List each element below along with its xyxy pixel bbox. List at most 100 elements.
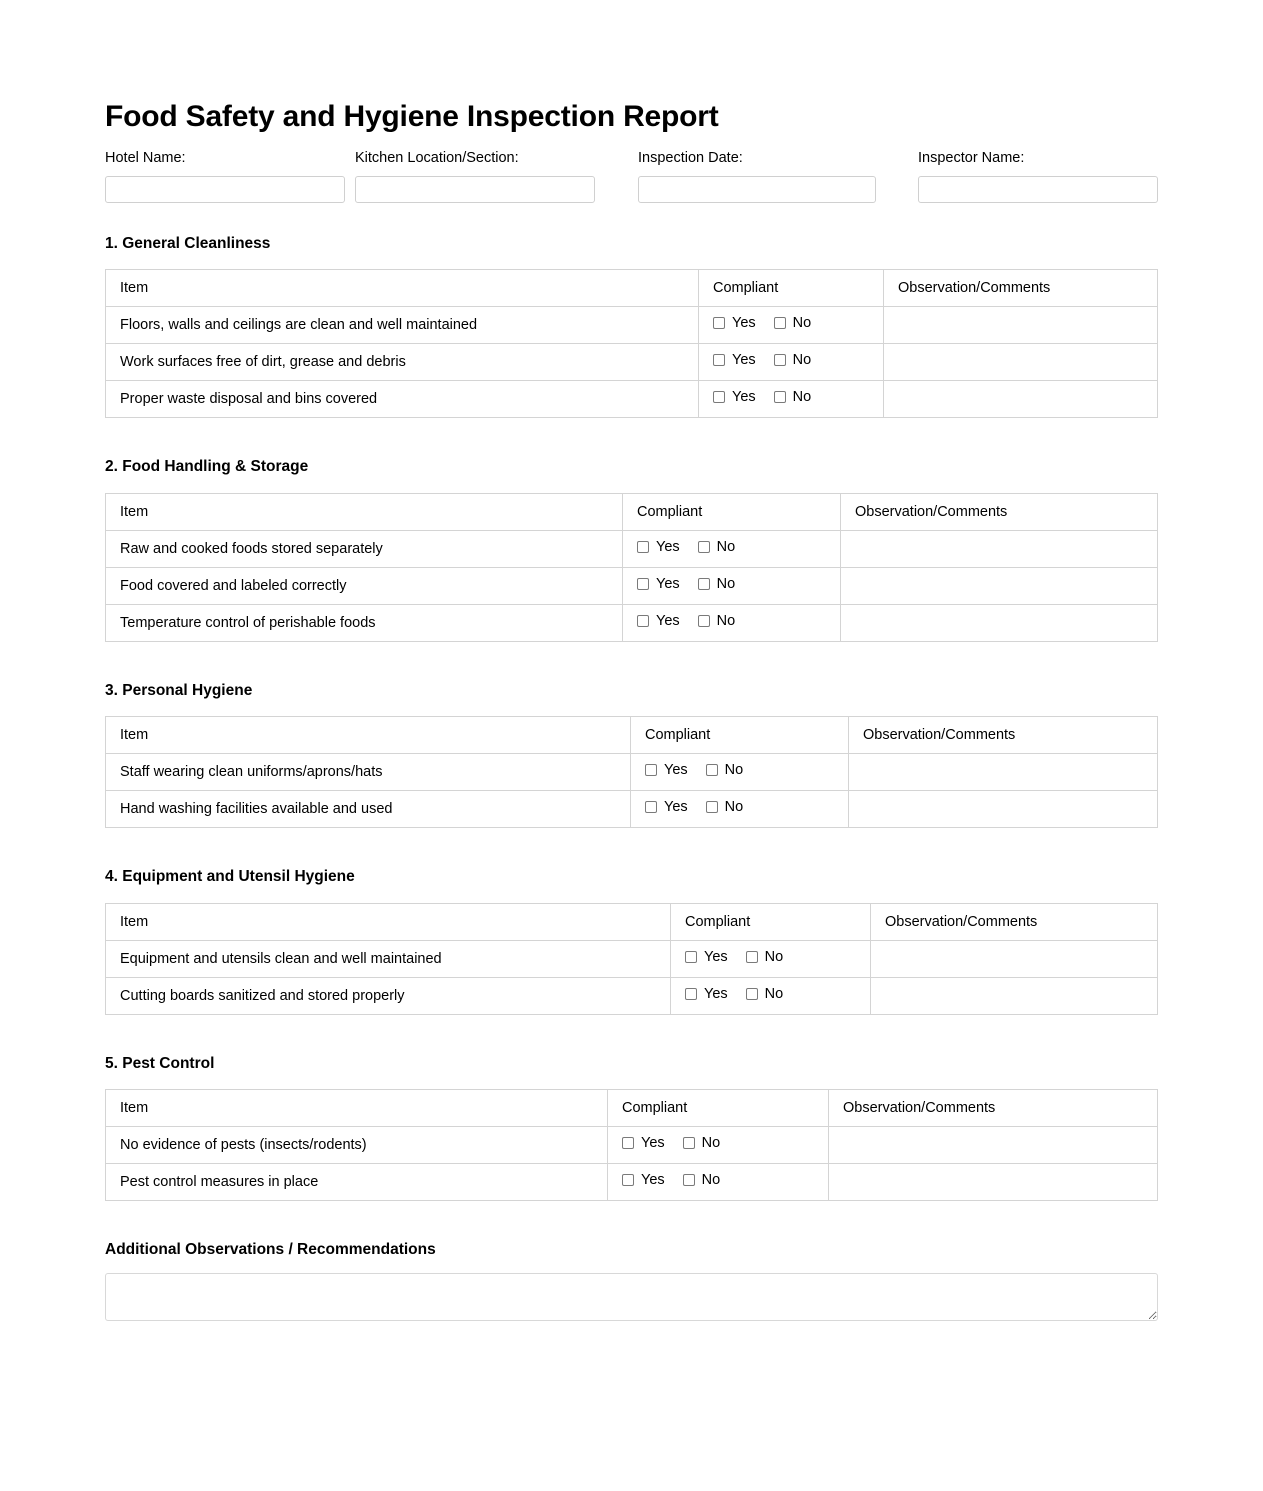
checkbox-yes[interactable] — [713, 317, 725, 330]
checkbox-yes-label: Yes — [664, 799, 688, 816]
checkbox-no-label: No — [724, 799, 744, 816]
checklist-table-1: Item Compliant Observation/Comments Floors,… — [105, 269, 1158, 419]
meta-field-input-2[interactable] — [355, 175, 595, 203]
meta-field-input-3[interactable] — [638, 175, 876, 203]
observation-cell[interactable] — [883, 343, 1158, 382]
compliant-cell: Yes No — [670, 939, 871, 978]
checkbox-no-group[interactable]: No — [773, 316, 811, 330]
checkbox-yes[interactable] — [645, 801, 657, 814]
meta-fields-row: Hotel Name: Kitchen Location/Section: Insp… — [105, 149, 1158, 203]
checkbox-yes[interactable] — [713, 391, 725, 404]
observation-cell[interactable] — [848, 790, 1158, 829]
checklist-section-1: 1. General Cleanliness Item Compliant Obser… — [105, 235, 1158, 459]
checkbox-no-label: No — [716, 612, 736, 629]
column-header-compliant: Compliant — [670, 902, 871, 941]
checklist-item-label: Cutting boards sanitized and stored prop… — [105, 976, 671, 1015]
checkbox-no[interactable] — [745, 987, 758, 1000]
checkbox-no[interactable] — [773, 354, 786, 367]
checkbox-no[interactable] — [705, 801, 718, 814]
checkbox-no[interactable] — [745, 950, 758, 963]
checkbox-yes-group[interactable]: Yes — [622, 1136, 665, 1151]
checkbox-yes-group[interactable]: Yes — [713, 353, 756, 367]
checkbox-yes-group[interactable]: Yes — [622, 1173, 665, 1188]
section-spacer — [105, 1201, 1158, 1241]
checkbox-no-group[interactable]: No — [697, 576, 735, 591]
checkbox-no[interactable] — [773, 391, 786, 404]
checkbox-yes-group[interactable]: Yes — [713, 390, 756, 404]
checklist-item-label: Equipment and utensils clean and well ma… — [105, 939, 671, 978]
checkbox-yes[interactable] — [637, 540, 649, 553]
checkbox-no[interactable] — [697, 614, 710, 627]
section-spacer — [105, 418, 1158, 458]
checkbox-no-group[interactable]: No — [697, 612, 736, 629]
observation-cell[interactable] — [870, 976, 1158, 1015]
table-header-row: Item Compliant Observation/Comments — [105, 269, 1158, 308]
checkbox-yes[interactable] — [622, 1137, 634, 1150]
checkbox-yes-label: Yes — [732, 352, 756, 369]
checkbox-yes-group[interactable]: Yes — [713, 316, 756, 330]
checkbox-no-label: No — [701, 1172, 721, 1189]
section-heading-2: 2. Food Handling & Storage — [105, 458, 309, 476]
checkbox-yes[interactable] — [685, 950, 697, 963]
table-row: Proper waste disposal and bins covered Ye… — [105, 380, 1158, 419]
observation-cell[interactable] — [840, 603, 1158, 642]
section-spacer — [105, 1015, 1158, 1055]
meta-field-input-4[interactable] — [918, 175, 1158, 203]
meta-field-input-1[interactable] — [105, 175, 345, 203]
checkbox-yes[interactable] — [713, 354, 725, 367]
observation-cell[interactable] — [883, 380, 1158, 419]
checkbox-no-group[interactable]: No — [745, 985, 784, 1002]
checkbox-no[interactable] — [705, 764, 718, 777]
checkbox-yes[interactable] — [622, 1174, 634, 1187]
column-header-observation: Observation/Comments — [840, 492, 1158, 531]
checkbox-no-group[interactable]: No — [705, 799, 744, 816]
table-header-row: Item Compliant Observation/Comments — [105, 492, 1158, 531]
checklist-item-label: Hand washing facilities available and us… — [105, 790, 631, 829]
checkbox-no-group[interactable]: No — [773, 389, 812, 406]
checkbox-no[interactable] — [697, 577, 710, 590]
checkbox-no-group[interactable]: No — [745, 950, 783, 964]
checklist-item-label: Staff wearing clean uniforms/aprons/hats — [105, 753, 631, 792]
checkbox-yes-group[interactable]: Yes — [685, 987, 728, 1001]
checkbox-no-group[interactable]: No — [773, 353, 811, 367]
table-row: No evidence of pests (insects/rodents) Ye… — [105, 1126, 1158, 1165]
checkbox-yes-group[interactable]: Yes — [637, 576, 680, 591]
checkbox-yes-group[interactable]: Yes — [645, 763, 688, 778]
checkbox-no-group[interactable]: No — [697, 539, 735, 554]
compliant-cell: Yes No — [607, 1126, 829, 1165]
section-spacer — [105, 642, 1158, 682]
checkbox-yes[interactable] — [685, 987, 697, 1000]
table-row: Raw and cooked foods stored separately Ye… — [105, 529, 1158, 568]
observation-cell[interactable] — [828, 1126, 1158, 1165]
column-header-item: Item — [105, 716, 631, 755]
observation-cell[interactable] — [870, 939, 1158, 978]
checkbox-no-group[interactable]: No — [682, 1136, 720, 1151]
checkbox-yes-group[interactable]: Yes — [645, 799, 688, 816]
checkbox-no[interactable] — [682, 1137, 695, 1150]
column-header-observation: Observation/Comments — [848, 716, 1158, 755]
section-spacer — [105, 828, 1158, 868]
column-header-compliant: Compliant — [630, 716, 849, 755]
checkbox-yes-group[interactable]: Yes — [685, 950, 728, 964]
checkbox-no-label: No — [764, 985, 784, 1002]
checkbox-no-label: No — [792, 389, 812, 406]
checkbox-no-group[interactable]: No — [705, 763, 743, 778]
checkbox-yes-group[interactable]: Yes — [637, 539, 680, 554]
checkbox-yes-group[interactable]: Yes — [637, 613, 680, 628]
observation-cell[interactable] — [840, 566, 1158, 605]
observation-cell[interactable] — [840, 529, 1158, 568]
meta-field-1: Hotel Name: — [105, 149, 355, 203]
additional-observations-title: Additional Observations / Recommendation… — [105, 1241, 436, 1259]
checkbox-no[interactable] — [697, 540, 710, 553]
checkbox-no[interactable] — [773, 317, 786, 330]
checkbox-no[interactable] — [682, 1174, 695, 1187]
observation-cell[interactable] — [848, 753, 1158, 792]
observation-cell[interactable] — [828, 1163, 1158, 1202]
checkbox-yes[interactable] — [637, 577, 649, 590]
checkbox-no-group[interactable]: No — [682, 1172, 721, 1189]
additional-observations-textarea[interactable] — [105, 1273, 1158, 1322]
column-header-observation: Observation/Comments — [828, 1089, 1158, 1128]
checkbox-yes[interactable] — [645, 764, 657, 777]
checkbox-yes[interactable] — [637, 614, 649, 627]
observation-cell[interactable] — [883, 306, 1158, 345]
